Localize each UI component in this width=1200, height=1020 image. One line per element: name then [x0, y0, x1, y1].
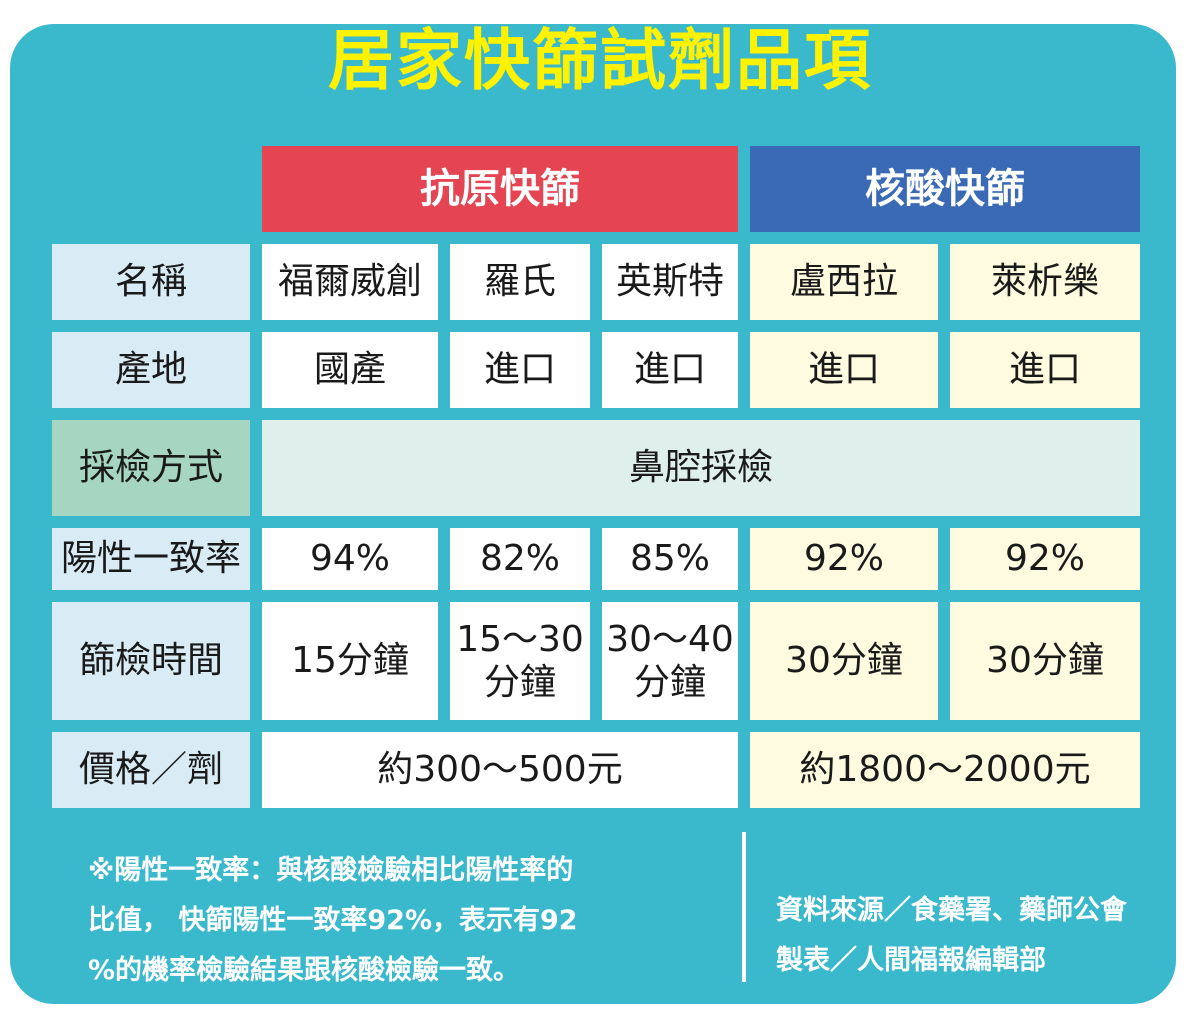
cell-time: 30～40 分鐘 [602, 602, 738, 720]
cell-time-line: 15分鐘 [291, 640, 409, 682]
cell-time: 30分鐘 [950, 602, 1140, 720]
cell-time-line: 30～40 [606, 618, 734, 660]
cell-origin: 進口 [602, 332, 738, 408]
cell-name: 萊析樂 [950, 244, 1140, 320]
footnote-line: ※陽性一致率：與核酸檢驗相比陽性率的 [88, 855, 574, 886]
source-line: 資料來源／食藥署、藥師公會 [776, 895, 1127, 926]
cell-name: 福爾威創 [262, 244, 438, 320]
cell-origin: 進口 [750, 332, 938, 408]
cell-time-line: 分鐘 [633, 662, 706, 703]
row-label-name: 名稱 [52, 244, 250, 320]
cell-positive-rate: 82% [450, 528, 590, 590]
cell-time-line: 分鐘 [483, 662, 556, 703]
cell-price-nucleic: 約1800～2000元 [750, 732, 1140, 808]
cell-positive-rate: 92% [950, 528, 1140, 590]
row-label-method: 採檢方式 [52, 420, 250, 516]
row-label-time: 篩檢時間 [52, 602, 250, 720]
cell-origin: 進口 [450, 332, 590, 408]
cell-time-line: 15～30 [456, 618, 584, 660]
header-nucleic: 核酸快篩 [750, 146, 1140, 232]
cell-name: 盧西拉 [750, 244, 938, 320]
row-label-origin: 產地 [52, 332, 250, 408]
page-title: 居家快篩試劑品項 [328, 22, 872, 99]
cell-method: 鼻腔採檢 [262, 420, 1140, 516]
cell-time-line: 30分鐘 [785, 640, 903, 682]
cell-positive-rate: 85% [602, 528, 738, 590]
cell-name: 羅氏 [450, 244, 590, 320]
footnote-line: %的機率檢驗結果跟核酸檢驗一致。 [88, 955, 521, 986]
row-label-positive-rate: 陽性一致率 [52, 528, 250, 590]
cell-time: 30分鐘 [750, 602, 938, 720]
cell-time: 15～30 分鐘 [450, 602, 590, 720]
row-label-price: 價格／劑 [52, 732, 250, 808]
divider [742, 832, 746, 982]
cell-origin: 國產 [262, 332, 438, 408]
cell-origin: 進口 [950, 332, 1140, 408]
footnote-line: 比值， 快篩陽性一致率92%，表示有92 [88, 905, 578, 936]
source-credit: 資料來源／食藥署、藥師公會 製表／人間福報編輯部 [776, 886, 1127, 986]
cell-price-antigen: 約300～500元 [262, 732, 738, 808]
cell-positive-rate: 94% [262, 528, 438, 590]
cell-time-line: 30分鐘 [986, 640, 1104, 682]
source-line: 製表／人間福報編輯部 [776, 945, 1046, 976]
footnote: ※陽性一致率：與核酸檢驗相比陽性率的 比值， 快篩陽性一致率92%，表示有92 … [88, 846, 698, 996]
cell-positive-rate: 92% [750, 528, 938, 590]
header-antigen: 抗原快篩 [262, 146, 738, 232]
cell-time: 15分鐘 [262, 602, 438, 720]
cell-name: 英斯特 [602, 244, 738, 320]
